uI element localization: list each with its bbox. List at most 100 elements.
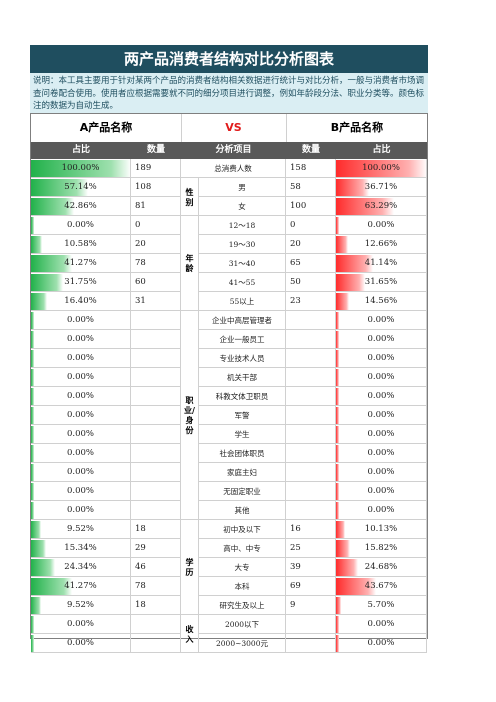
a-pct-cell[interactable]: 10.58% bbox=[31, 235, 131, 254]
b-count-cell[interactable]: 16 bbox=[286, 520, 336, 539]
b-pct-cell[interactable]: 0.00% bbox=[336, 501, 427, 520]
a-count-cell[interactable] bbox=[131, 311, 181, 330]
item-cell[interactable]: 机关干部 bbox=[199, 368, 286, 387]
b-count-cell[interactable]: 100 bbox=[286, 197, 336, 216]
a-count-cell[interactable] bbox=[131, 406, 181, 425]
a-count-cell[interactable]: 20 bbox=[131, 235, 181, 254]
b-count-cell[interactable] bbox=[286, 425, 336, 444]
item-cell[interactable]: 大专 bbox=[199, 558, 286, 577]
item-cell[interactable]: 31～40 bbox=[199, 254, 286, 273]
b-pct-cell[interactable]: 5.70% bbox=[336, 596, 427, 615]
b-pct-cell[interactable]: 12.66% bbox=[336, 235, 427, 254]
product-b-name[interactable]: B产品名称 bbox=[286, 114, 427, 142]
b-count-cell[interactable] bbox=[286, 463, 336, 482]
b-pct-cell[interactable]: 0.00% bbox=[336, 349, 427, 368]
a-pct-cell[interactable]: 0.00% bbox=[31, 425, 131, 444]
a-pct-cell[interactable]: 100.00% bbox=[31, 159, 131, 178]
a-count-cell[interactable] bbox=[131, 349, 181, 368]
a-pct-cell[interactable]: 0.00% bbox=[31, 216, 131, 235]
b-pct-cell[interactable]: 0.00% bbox=[336, 615, 427, 634]
a-pct-cell[interactable]: 0.00% bbox=[31, 311, 131, 330]
b-count-cell[interactable] bbox=[286, 330, 336, 349]
b-pct-cell[interactable]: 31.65% bbox=[336, 273, 427, 292]
b-count-cell[interactable] bbox=[286, 482, 336, 501]
b-pct-cell[interactable]: 36.71% bbox=[336, 178, 427, 197]
b-pct-cell[interactable]: 0.00% bbox=[336, 368, 427, 387]
a-pct-cell[interactable]: 16.40% bbox=[31, 292, 131, 311]
a-pct-cell[interactable]: 0.00% bbox=[31, 482, 131, 501]
b-pct-cell[interactable]: 15.82% bbox=[336, 539, 427, 558]
a-pct-cell[interactable]: 0.00% bbox=[31, 406, 131, 425]
b-count-cell[interactable]: 65 bbox=[286, 254, 336, 273]
b-count-cell[interactable] bbox=[286, 387, 336, 406]
a-pct-cell[interactable]: 9.52% bbox=[31, 520, 131, 539]
b-pct-cell[interactable]: 0.00% bbox=[336, 482, 427, 501]
a-count-cell[interactable]: 31 bbox=[131, 292, 181, 311]
b-count-cell[interactable] bbox=[286, 311, 336, 330]
a-count-cell[interactable] bbox=[131, 444, 181, 463]
b-pct-cell[interactable]: 0.00% bbox=[336, 216, 427, 235]
b-count-cell[interactable] bbox=[286, 501, 336, 520]
a-count-cell[interactable]: 46 bbox=[131, 558, 181, 577]
a-count-cell[interactable]: 81 bbox=[131, 197, 181, 216]
b-count-cell[interactable] bbox=[286, 615, 336, 634]
b-count-cell[interactable]: 25 bbox=[286, 539, 336, 558]
item-cell[interactable]: 男 bbox=[199, 178, 286, 197]
a-count-cell[interactable]: 0 bbox=[131, 216, 181, 235]
b-pct-cell[interactable]: 14.56% bbox=[336, 292, 427, 311]
a-pct-cell[interactable]: 0.00% bbox=[31, 330, 131, 349]
a-count-cell[interactable]: 18 bbox=[131, 596, 181, 615]
item-cell[interactable]: 专业技术人员 bbox=[199, 349, 286, 368]
b-pct-cell[interactable]: 10.13% bbox=[336, 520, 427, 539]
item-cell[interactable]: 2000以下 bbox=[199, 615, 286, 634]
a-count-cell[interactable] bbox=[131, 368, 181, 387]
a-count-cell[interactable] bbox=[131, 615, 181, 634]
item-cell[interactable]: 无固定职业 bbox=[199, 482, 286, 501]
item-cell[interactable]: 19～30 bbox=[199, 235, 286, 254]
b-pct-cell[interactable]: 0.00% bbox=[336, 425, 427, 444]
a-count-cell[interactable] bbox=[131, 634, 181, 653]
b-count-cell[interactable] bbox=[286, 406, 336, 425]
b-pct-cell[interactable]: 0.00% bbox=[336, 330, 427, 349]
b-pct-cell[interactable]: 0.00% bbox=[336, 634, 427, 653]
item-cell[interactable]: 研究生及以上 bbox=[199, 596, 286, 615]
b-pct-cell[interactable]: 100.00% bbox=[336, 159, 427, 178]
item-cell[interactable]: 其他 bbox=[199, 501, 286, 520]
a-count-cell[interactable]: 108 bbox=[131, 178, 181, 197]
item-cell[interactable]: 高中、中专 bbox=[199, 539, 286, 558]
a-count-cell[interactable] bbox=[131, 501, 181, 520]
b-pct-cell[interactable]: 0.00% bbox=[336, 387, 427, 406]
a-pct-cell[interactable]: 9.52% bbox=[31, 596, 131, 615]
b-pct-cell[interactable]: 0.00% bbox=[336, 311, 427, 330]
item-cell[interactable]: 学生 bbox=[199, 425, 286, 444]
b-count-cell[interactable]: 69 bbox=[286, 577, 336, 596]
b-pct-cell[interactable]: 43.67% bbox=[336, 577, 427, 596]
item-cell[interactable]: 本科 bbox=[199, 577, 286, 596]
a-pct-cell[interactable]: 57.14% bbox=[31, 178, 131, 197]
a-pct-cell[interactable]: 0.00% bbox=[31, 615, 131, 634]
b-pct-cell[interactable]: 63.29% bbox=[336, 197, 427, 216]
a-count-cell[interactable]: 78 bbox=[131, 577, 181, 596]
a-pct-cell[interactable]: 24.34% bbox=[31, 558, 131, 577]
item-cell[interactable]: 12～18 bbox=[199, 216, 286, 235]
b-count-cell[interactable]: 39 bbox=[286, 558, 336, 577]
item-cell[interactable]: 总消费人数 bbox=[181, 159, 286, 178]
a-pct-cell[interactable]: 0.00% bbox=[31, 501, 131, 520]
a-pct-cell[interactable]: 0.00% bbox=[31, 387, 131, 406]
b-pct-cell[interactable]: 0.00% bbox=[336, 463, 427, 482]
b-count-cell[interactable]: 50 bbox=[286, 273, 336, 292]
item-cell[interactable]: 企业中高层管理者 bbox=[199, 311, 286, 330]
a-pct-cell[interactable]: 31.75% bbox=[31, 273, 131, 292]
b-count-cell[interactable] bbox=[286, 349, 336, 368]
b-count-cell[interactable]: 58 bbox=[286, 178, 336, 197]
item-cell[interactable]: 家庭主妇 bbox=[199, 463, 286, 482]
a-count-cell[interactable]: 189 bbox=[131, 159, 181, 178]
b-count-cell[interactable]: 20 bbox=[286, 235, 336, 254]
a-count-cell[interactable] bbox=[131, 482, 181, 501]
item-cell[interactable]: 企业一般员工 bbox=[199, 330, 286, 349]
b-count-cell[interactable] bbox=[286, 368, 336, 387]
item-cell[interactable]: 科教文体卫职员 bbox=[199, 387, 286, 406]
item-cell[interactable]: 军警 bbox=[199, 406, 286, 425]
item-cell[interactable]: 55以上 bbox=[199, 292, 286, 311]
a-count-cell[interactable]: 18 bbox=[131, 520, 181, 539]
